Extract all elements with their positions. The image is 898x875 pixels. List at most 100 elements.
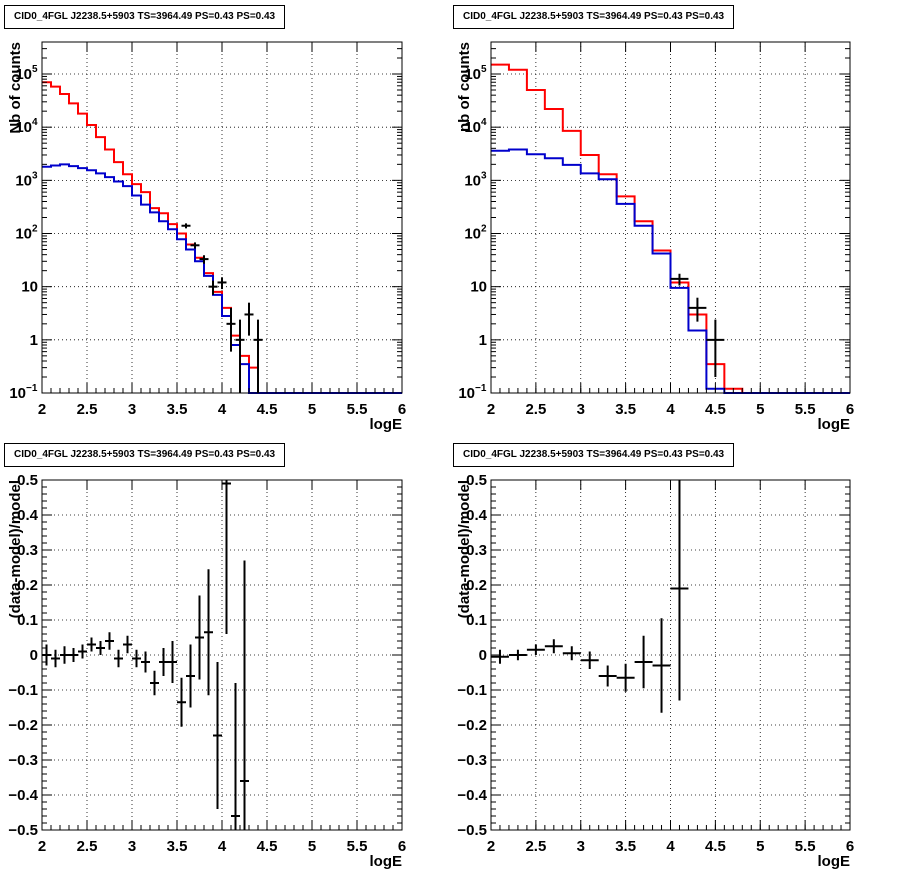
y-tick-label: 0.3 — [466, 542, 487, 559]
ticks — [490, 41, 851, 394]
y-tick-label: 10 — [15, 66, 32, 83]
data-point — [132, 649, 141, 668]
data-point — [240, 560, 249, 830]
y-tick-label: −0.2 — [457, 717, 487, 734]
y-tick-exponent: 2 — [481, 224, 487, 235]
y-tick-label: 0.2 — [17, 577, 38, 594]
x-tick-label: 3 — [577, 838, 585, 855]
y-tick-label: 10 — [464, 226, 481, 243]
x-tick-label: 6 — [398, 401, 406, 418]
y-tick-label: 10 — [464, 172, 481, 189]
ticks — [41, 479, 403, 831]
data-point — [670, 273, 689, 286]
y-tick-exponent: 5 — [32, 64, 38, 75]
data-point — [544, 639, 563, 654]
data-point — [168, 641, 177, 683]
y-tick-label: 0 — [30, 647, 38, 664]
data-point — [226, 307, 236, 352]
y-tick-exponent: −1 — [475, 383, 487, 394]
data-point — [616, 663, 635, 692]
chart-title: CID0_4FGL J2238.5+5903 TS=3964.49 PS=0.4… — [453, 5, 735, 29]
chart-title: CID0_4FGL J2238.5+5903 TS=3964.49 PS=0.4… — [453, 443, 735, 467]
y-tick-label: −0.3 — [457, 752, 487, 769]
y-tick-exponent: −1 — [26, 383, 38, 394]
y-tick-label: 1 — [30, 332, 38, 349]
data-points — [42, 480, 249, 830]
data-point — [195, 595, 204, 680]
data-point — [177, 677, 186, 727]
x-tick-label: 6 — [398, 838, 406, 855]
data-points — [670, 273, 725, 377]
data-point — [60, 646, 69, 664]
y-tick-label: 10 — [458, 385, 475, 402]
data-point — [204, 569, 213, 696]
x-tick-label: 6 — [846, 401, 854, 418]
data-point — [87, 637, 96, 652]
data-point — [598, 665, 617, 687]
x-tick-label: 5.5 — [347, 401, 368, 418]
x-tick-label: 2.5 — [77, 401, 98, 418]
y-tick-exponent: 3 — [32, 170, 38, 181]
y-axis-label: Nb of counts — [7, 42, 24, 134]
chart-svg: 2 2.5 3 3.5 4 4.5 5 5.5 6 −0.5 −0.4 −0.3 −0.2 −0.1 0 0.… — [7, 472, 406, 870]
grid — [42, 42, 402, 393]
data-point — [231, 683, 240, 830]
data-point — [491, 649, 509, 664]
y-tick-label: 10 — [21, 279, 38, 296]
x-tick-label: 5 — [308, 401, 316, 418]
x-tick-label: 2.5 — [525, 838, 546, 855]
data-point — [141, 651, 150, 673]
x-axis-label: logE — [370, 853, 403, 870]
data-point — [105, 632, 114, 650]
y-tick-label: −0.2 — [8, 717, 38, 734]
data-point — [186, 644, 195, 708]
y-tick-exponent: 4 — [32, 117, 38, 128]
y-tick-label: 10 — [464, 66, 481, 83]
x-tick-label: 2.5 — [525, 401, 546, 418]
y-tick-label: −0.1 — [457, 682, 487, 699]
x-tick-label: 4.5 — [705, 401, 726, 418]
x-tick-label: 2 — [38, 838, 46, 855]
data-point — [562, 646, 581, 661]
y-tick-label: −0.4 — [457, 787, 487, 804]
y-tick-label: 0.1 — [466, 612, 487, 629]
data-point — [634, 635, 653, 689]
x-tick-label: 5 — [756, 401, 764, 418]
y-tick-label: 1 — [479, 332, 487, 349]
x-tick-label: 4 — [218, 838, 227, 855]
x-tick-label: 3 — [128, 401, 136, 418]
y-axis-label: (data-model)/model — [456, 480, 473, 618]
y-tick-exponent: 2 — [32, 224, 38, 235]
data-point — [652, 618, 671, 713]
x-tick-label: 4.5 — [705, 838, 726, 855]
x-axis-label: logE — [818, 853, 851, 870]
chart-title: CID0_4FGL J2238.5+5903 TS=3964.49 PS=0.4… — [4, 443, 286, 467]
x-tick-label: 4 — [666, 838, 675, 855]
grid — [42, 480, 402, 830]
y-tick-label: −0.3 — [8, 752, 38, 769]
y-tick-label: 10 — [9, 385, 26, 402]
data-point — [222, 480, 231, 634]
chart-counts-right: 2 2.5 3 3.5 4 4.5 5 5.5 6 10 −1 1 10 10 2 10 3 10 4 10 5 logE… — [0, 0, 898, 437]
y-tick-label: 10 — [470, 279, 487, 296]
data-point — [688, 297, 707, 322]
x-tick-label: 5.5 — [795, 838, 816, 855]
data-point — [114, 649, 123, 668]
x-tick-label: 2 — [38, 401, 46, 418]
x-tick-label: 2 — [487, 838, 495, 855]
y-tick-label: 0.1 — [17, 612, 38, 629]
y-tick-label: 10 — [15, 226, 32, 243]
chart-residual-left: 2 2.5 3 3.5 4 4.5 5 5.5 6 −0.5 −0.4 −0.3 −0.2 −0.1 0 0.… — [4, 443, 406, 870]
data-point — [199, 255, 209, 264]
y-tick-label: 0.2 — [466, 577, 487, 594]
data-points — [491, 480, 689, 713]
y-axis-label: nb of counts — [456, 42, 473, 132]
data-point — [526, 644, 545, 655]
data-point — [51, 649, 60, 668]
y-tick-exponent: 4 — [481, 117, 487, 128]
x-tick-label: 5 — [756, 838, 764, 855]
x-tick-label: 5.5 — [795, 401, 816, 418]
